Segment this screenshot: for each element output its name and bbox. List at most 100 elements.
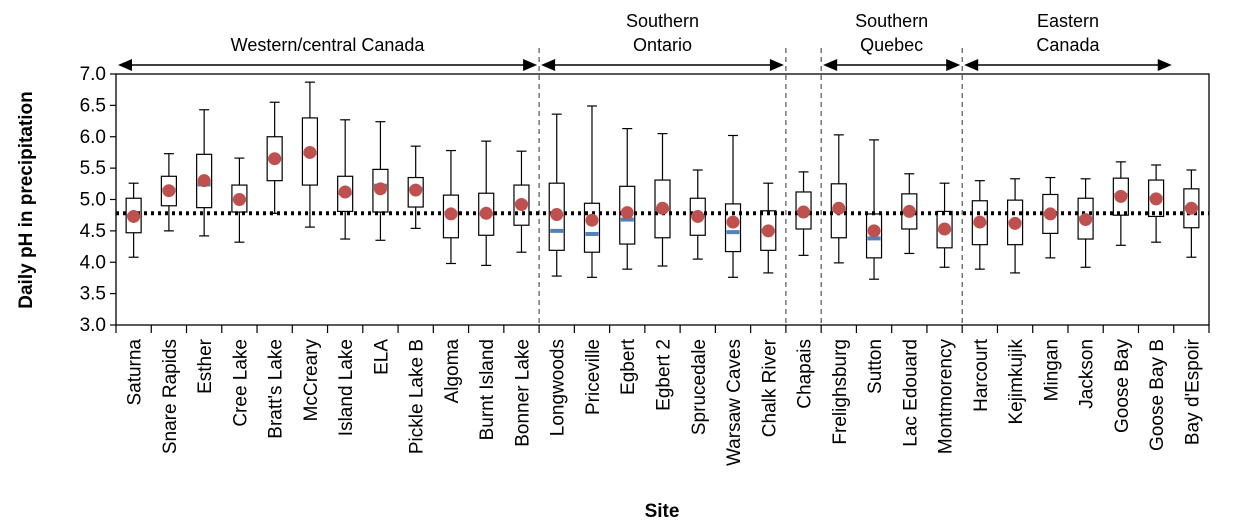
site-label: Goose Bay <box>1112 339 1133 433</box>
boxplot-burnt-island <box>478 140 495 266</box>
site-label: Goose Bay B <box>1147 339 1168 451</box>
boxplot-esther <box>196 109 213 237</box>
site-label: Saturna <box>125 339 146 406</box>
y-tick-label: 4.0 <box>80 252 106 273</box>
region-label: Western/central Canada <box>231 35 426 55</box>
boxplots <box>125 81 1200 280</box>
y-tick-label: 4.5 <box>80 221 106 242</box>
site-label: Island Lake <box>336 339 357 436</box>
site-label: Chapais <box>795 339 816 409</box>
region-arrowhead-left <box>118 59 132 71</box>
mean-marker <box>726 215 740 229</box>
y-tick-label: 5.5 <box>80 158 106 179</box>
site-label: Jackson <box>1077 339 1098 409</box>
region-label: Quebec <box>860 35 923 55</box>
median-marker <box>550 228 564 233</box>
site-label: Egbert <box>618 338 639 395</box>
site-label: Kejimkujik <box>1006 339 1027 425</box>
mean-marker <box>656 201 669 215</box>
boxplot-ela <box>372 121 389 241</box>
site-label: McCreary <box>301 339 322 422</box>
mean-marker <box>797 205 811 219</box>
y-tick-label: 3.0 <box>80 315 106 336</box>
mean-marker <box>620 206 634 220</box>
mean-marker <box>1149 192 1163 206</box>
mean-marker <box>1184 201 1198 215</box>
boxplot-warsaw-caves <box>724 134 742 278</box>
mean-marker <box>1079 213 1093 227</box>
site-label: Bratt's Lake <box>266 339 287 439</box>
boxplot-egbert <box>619 127 636 270</box>
boxplot-harcourt <box>971 180 988 270</box>
mean-marker <box>1008 216 1022 230</box>
site-label: Lac Edouard <box>900 339 921 447</box>
site-label: Sutton <box>865 339 886 394</box>
region-arrowhead-left <box>823 59 838 71</box>
mean-marker <box>162 184 176 198</box>
boxplot-frelighsburg <box>830 134 847 264</box>
x-axis-title: Site <box>645 501 680 522</box>
x-axis: Saturna Snare Rapids Esther Cree Lake Bratt'… <box>115 325 1210 466</box>
median-marker <box>620 217 634 222</box>
plot-frame <box>115 73 1210 326</box>
mean-markers <box>127 145 1198 238</box>
site-label: Chalk River <box>759 338 780 437</box>
site-label: Priceville <box>583 339 604 415</box>
region-dividers <box>538 48 963 325</box>
region-arrowhead-right <box>769 59 784 71</box>
region-label: Canada <box>1036 35 1100 55</box>
site-label: Harcourt <box>971 338 992 412</box>
site-label: Longwoods <box>548 339 569 436</box>
region-label: Southern <box>855 11 928 31</box>
mean-marker <box>938 222 952 236</box>
mean-marker <box>973 215 987 229</box>
site-label: Algoma <box>442 339 463 404</box>
mean-marker <box>761 224 775 238</box>
site-label: Montmorency <box>936 339 957 455</box>
region-arrowhead-right <box>946 59 961 71</box>
y-axis: 3.0 3.5 4.0 4.5 5.0 5.5 6.0 6.5 7.0 <box>80 64 116 336</box>
boxplot-algoma <box>442 149 460 265</box>
mean-marker <box>1114 189 1128 203</box>
site-label: Egbert 2 <box>654 339 675 411</box>
median-marker <box>585 232 599 237</box>
mean-marker <box>550 208 564 222</box>
mean-marker <box>338 185 352 199</box>
region-arrowhead-left <box>964 59 979 71</box>
site-label: Bay d'Espoir <box>1182 338 1203 445</box>
mean-marker <box>409 183 423 197</box>
mean-marker <box>832 201 846 215</box>
region-arrowhead-right <box>523 59 538 71</box>
median-marker <box>726 230 740 235</box>
site-label: ELA <box>371 339 392 375</box>
y-tick-label: 6.5 <box>80 95 106 116</box>
mean-marker <box>479 206 493 220</box>
mean-marker <box>691 209 705 223</box>
y-axis-title: Daily pH in precipitation <box>16 91 37 308</box>
site-label: Pickle Lake B <box>407 339 428 454</box>
y-tick-label: 7.0 <box>80 64 106 85</box>
boxplot-sutton <box>865 139 883 280</box>
mean-marker <box>514 198 528 212</box>
y-tick-label: 6.0 <box>80 127 106 148</box>
site-label: Snare Rapids <box>160 339 181 454</box>
boxplot-priceville <box>583 105 601 278</box>
mean-marker <box>197 174 211 188</box>
mean-marker <box>373 182 387 196</box>
mean-marker <box>127 209 141 223</box>
mean-marker <box>902 204 916 218</box>
region-arrowhead-left <box>541 59 556 71</box>
iqr-box <box>583 202 601 253</box>
mean-marker <box>444 207 458 221</box>
mean-marker <box>1043 207 1057 221</box>
site-label: Mingan <box>1041 339 1062 401</box>
boxplot-longwoods <box>548 113 565 277</box>
region-arrowhead-right <box>1157 59 1172 71</box>
region-label: Southern <box>626 11 699 31</box>
median-marker <box>867 236 881 241</box>
mean-marker <box>585 213 599 227</box>
site-label: Frelighsburg <box>830 339 851 445</box>
site-label: Burnt Island <box>477 339 498 440</box>
boxplot-goose-bay <box>1112 161 1129 246</box>
